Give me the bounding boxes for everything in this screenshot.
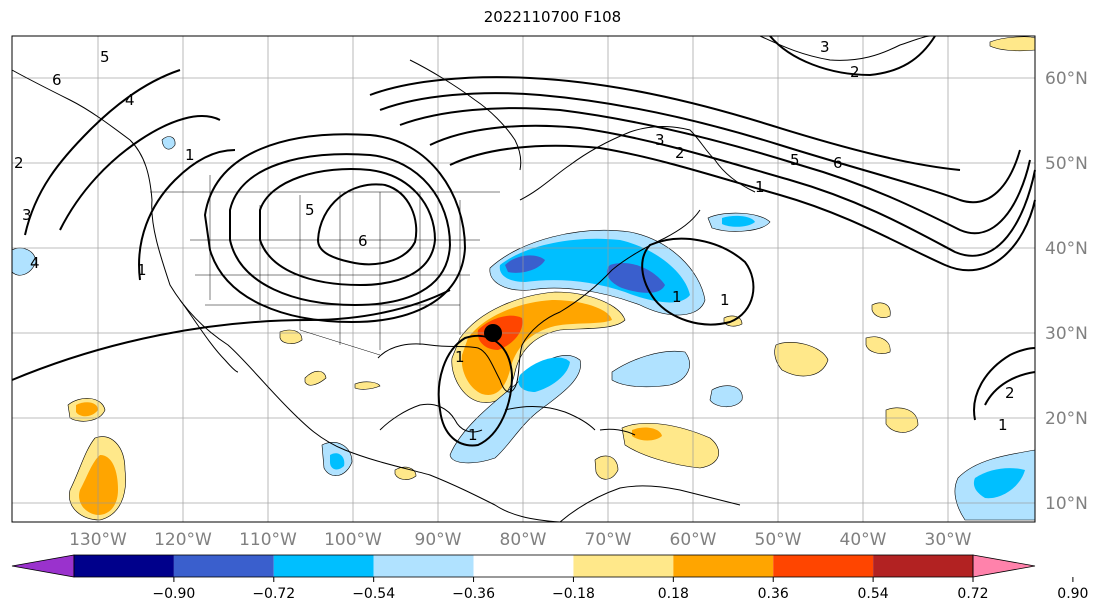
lon-label: 60°W — [670, 530, 717, 550]
lat-label: 50°N — [1045, 154, 1088, 174]
colorbar-segment — [274, 555, 374, 577]
colorbar-extend-max — [973, 555, 1035, 577]
shade-yellow-11 — [355, 382, 380, 389]
lat-axis: 60°N 50°N 40°N 30°N 20°N 10°N — [1045, 69, 1088, 514]
contour-label: 1 — [998, 416, 1008, 434]
colorbar-tick-label: 0.72 — [957, 586, 988, 602]
coast-sa — [560, 486, 740, 522]
shade-yellow-4 — [872, 303, 890, 318]
shade-yellow-6 — [305, 371, 326, 385]
colorbar-segment — [673, 555, 773, 577]
contour-label-layer: 5 6 4 3 2 1 5 6 3 2 1 5 6 1 1 1 2 1 4 3 … — [14, 38, 1015, 444]
lon-label: 70°W — [585, 530, 632, 550]
contour-label: 1 — [468, 426, 478, 444]
lon-axis: 130°W 120°W 110°W 100°W 90°W 80°W 70°W 6… — [69, 530, 972, 550]
contour-label: 1 — [455, 348, 465, 366]
shading-layer — [12, 37, 1035, 520]
colorbar-tick-label: 0.90 — [1057, 586, 1088, 602]
contour-label: 5 — [305, 201, 315, 219]
contour-label: 2 — [1005, 384, 1015, 402]
lat-label: 20°N — [1045, 409, 1088, 429]
colorbar: −0.90 −0.72 −0.54 −0.36 −0.18 0.18 0.36 0.54 0.7… — [12, 555, 1088, 602]
contour-west-1a — [25, 70, 180, 235]
lon-label: 40°W — [840, 530, 887, 550]
colorbar-segment — [573, 555, 673, 577]
lat-label: 60°N — [1045, 69, 1088, 89]
colorbar-tick-label: 0.54 — [858, 586, 889, 602]
contour-label: 2 — [850, 63, 860, 81]
lon-label: 110°W — [239, 530, 297, 550]
shade-blue-atl — [612, 351, 690, 387]
colorbar-tick-label: 0.36 — [758, 586, 789, 602]
lat-label: 30°N — [1045, 324, 1088, 344]
colorbar-segment — [74, 555, 174, 577]
contour-label: 1 — [185, 146, 195, 164]
contour-label: 1 — [137, 261, 147, 279]
lat-label: 40°N — [1045, 239, 1088, 259]
lon-label: 130°W — [69, 530, 127, 550]
colorbar-tick-label: −0.54 — [352, 586, 395, 602]
shade-yellow-9 — [990, 37, 1035, 51]
contour-label: 3 — [655, 131, 665, 149]
lon-label: 80°W — [500, 530, 547, 550]
colorbar-tick-label: −0.36 — [452, 586, 495, 602]
contour-label: 3 — [820, 38, 830, 56]
contour-label: 6 — [52, 71, 62, 89]
colorbar-tick-label: −0.18 — [552, 586, 595, 602]
contour-west-2 — [260, 169, 435, 285]
storm-center-dot — [484, 324, 502, 342]
contour-label: 3 — [22, 206, 32, 224]
contour-label: 1 — [755, 178, 765, 196]
contour-label: 5 — [100, 48, 110, 66]
contour-jet-5 — [370, 77, 960, 170]
lat-label: 10°N — [1045, 494, 1088, 514]
shade-yellow-8 — [595, 456, 618, 479]
shade-yellow-3 — [886, 408, 918, 433]
contour-label: 2 — [14, 154, 24, 172]
contour-west-4 — [205, 134, 465, 322]
lon-label: 50°W — [755, 530, 802, 550]
colorbar-segment — [474, 555, 574, 577]
colorbar-tick-label: 0.18 — [658, 586, 689, 602]
colorbar-extend-min — [12, 555, 74, 577]
colorbar-segment — [873, 555, 973, 577]
shade-yellow-1 — [775, 342, 828, 376]
contour-label: 6 — [358, 232, 368, 250]
contour-label: 6 — [833, 154, 843, 172]
lon-label: 100°W — [324, 530, 382, 550]
contour-label: 2 — [675, 144, 685, 162]
contour-west-loop — [60, 116, 220, 230]
shade-blue-small — [162, 137, 175, 150]
coast-greenland — [760, 36, 930, 60]
colorbar-segment — [374, 555, 474, 577]
colorbar-segment — [773, 555, 873, 577]
shade-blue-atl2 — [710, 386, 742, 407]
colorbar-segment — [174, 555, 274, 577]
contour-label: 4 — [125, 91, 135, 109]
contour-label: 1 — [672, 288, 682, 306]
colorbar-tick-label: −0.72 — [252, 586, 295, 602]
lon-label: 30°W — [925, 530, 972, 550]
colorbar-tick-label: −0.90 — [152, 586, 195, 602]
contour-label: 4 — [30, 254, 40, 272]
contour-low-west-inner — [318, 184, 416, 264]
contour-label: 5 — [790, 151, 800, 169]
lon-label: 120°W — [154, 530, 212, 550]
contour-west-1b — [139, 150, 235, 280]
contour-label: 1 — [720, 291, 730, 309]
shade-yellow-2 — [866, 337, 890, 354]
shade-yellow-5 — [280, 330, 302, 344]
lon-label: 90°W — [415, 530, 462, 550]
